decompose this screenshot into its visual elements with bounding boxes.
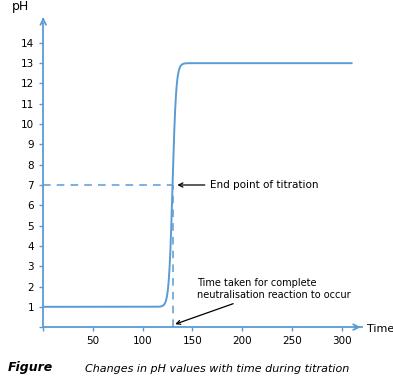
Text: End point of titration: End point of titration [179, 180, 319, 190]
Text: Figure: Figure [8, 361, 53, 374]
Text: Changes in pH values with time during titration: Changes in pH values with time during ti… [71, 364, 349, 374]
Text: Time (s): Time (s) [367, 323, 393, 333]
Text: Time taken for complete
neutralisation reaction to occur: Time taken for complete neutralisation r… [176, 278, 351, 324]
Y-axis label: pH: pH [12, 0, 29, 14]
